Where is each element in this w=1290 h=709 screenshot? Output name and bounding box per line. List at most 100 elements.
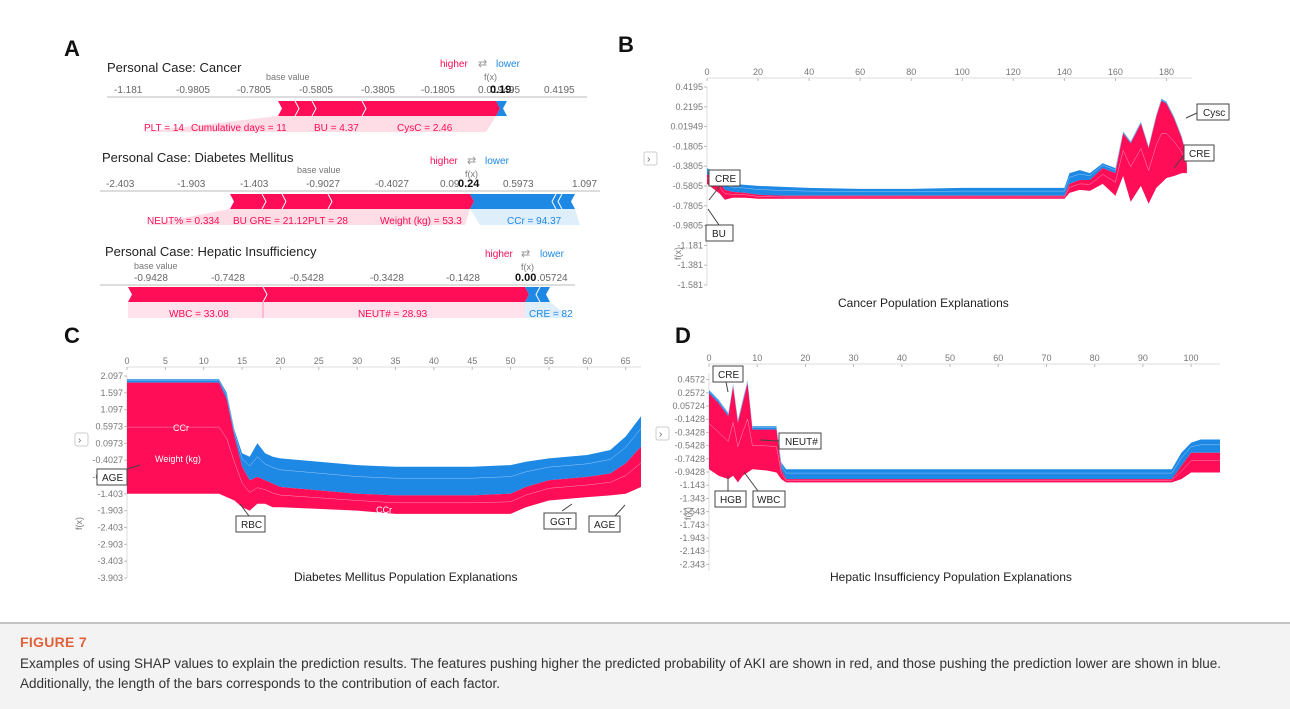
force-bar-higher	[278, 101, 500, 116]
fx-label: f(x)	[465, 169, 478, 179]
x-tick-label: 10	[752, 353, 762, 363]
feature-label-higher: Weight (kg) = 53.3	[380, 216, 462, 227]
fx-value: 0.19	[490, 84, 511, 96]
area-contour-line	[706, 99, 1188, 192]
panel-d-letter: D	[675, 323, 691, 348]
x-axis: 0 20 40 60 80 100 120 140 160 180	[704, 67, 1192, 81]
x-tick-label: 30	[849, 353, 859, 363]
x-tick-label: 80	[906, 67, 916, 77]
x-tick-label: 40	[804, 67, 814, 77]
x-tick-label: 20	[275, 356, 285, 366]
y-tick-label: 0.4572	[677, 375, 705, 385]
y-tick-label: -0.1428	[674, 414, 705, 424]
force-bar-divider	[262, 286, 268, 303]
x-tick-label: 120	[1006, 67, 1021, 77]
area-lower	[709, 380, 1220, 480]
panel-b-letter: B	[618, 32, 634, 57]
annotation-callout: RBC	[235, 503, 266, 533]
expand-toggle-button[interactable]	[74, 432, 89, 447]
axis-tick: -0.9805	[176, 85, 210, 96]
force-fan	[470, 209, 580, 225]
force-plot-diabetes: Personal Case: Diabetes Mellitus higher …	[100, 150, 600, 227]
y-tick-label: -1.181	[677, 240, 703, 250]
y-tick-label: 0.01949	[670, 122, 703, 132]
y-tick-label: 0.5973	[95, 421, 123, 431]
x-tick-label: 40	[897, 353, 907, 363]
annotation-callout: Cysc	[1185, 103, 1230, 121]
axis-tick: -2.403	[106, 179, 135, 190]
area-series	[127, 379, 642, 514]
axis-tick: 0.5973	[503, 179, 534, 190]
annotation-callout: WBC	[743, 471, 786, 508]
y-tick-label: -0.5428	[674, 441, 705, 451]
x-axis: 0 10 20 30 40 50 60 70 80 90 100	[706, 353, 1220, 367]
axis-tick: -0.3805	[361, 85, 395, 96]
y-tick-label: -0.4027	[92, 455, 123, 465]
area-label: Weight (kg)	[155, 454, 201, 464]
force-bar-divider	[294, 100, 300, 117]
y-tick-label: 0.2572	[677, 388, 705, 398]
figure-canvas: A Personal Case: Cancer higher ⇄ lower b…	[64, 32, 1230, 584]
axis-tick: -0.7428	[211, 273, 245, 284]
x-tick-label: 80	[1090, 353, 1100, 363]
chart-title: Diabetes Mellitus Population Explanation…	[294, 570, 517, 584]
chart-title: Cancer Population Explanations	[838, 296, 1009, 310]
x-tick-label: 0	[704, 67, 709, 77]
force-bar-lower	[470, 194, 575, 209]
legend-higher-label: higher	[485, 249, 513, 260]
figure-caption: Examples of using SHAP values to explain…	[20, 656, 1221, 691]
x-tick-label: 100	[1184, 353, 1199, 363]
fx-label: f(x)	[484, 72, 497, 82]
annotation-callout: NEUT#	[759, 432, 822, 450]
y-axis-label: f(x)	[683, 507, 693, 520]
expand-toggle-button[interactable]	[643, 151, 658, 166]
y-tick-label: -0.5805	[672, 181, 703, 191]
x-tick-label: 0	[124, 356, 129, 366]
x-tick-label: 15	[237, 356, 247, 366]
panel-b: B › f(x) 0 20 40 60 80 100 120 140 160 180 0.4195…	[618, 32, 1230, 310]
force-bar-higher	[128, 287, 529, 302]
feature-label-higher: PLT = 28	[308, 216, 348, 227]
annotation-callout: HGB	[714, 476, 747, 508]
axis-tick: -1.181	[114, 85, 143, 96]
y-tick-label: -3.903	[97, 573, 123, 583]
force-fan	[146, 209, 470, 225]
y-tick-label: 1.597	[100, 388, 123, 398]
y-tick-label: -1.743	[679, 520, 705, 530]
population-chart-cancer: › f(x) 0 20 40 60 80 100 120 140 160 180 0.41950.…	[643, 67, 1230, 310]
force-bar-divider	[261, 193, 267, 210]
axis-tick: -1.903	[177, 179, 206, 190]
x-tick-label: 45	[467, 356, 477, 366]
area-contour-line	[706, 133, 1188, 198]
y-axis: 0.4572 0.2572 0.05724 -0.1428 -0.3428 -0.5428…	[672, 373, 710, 571]
force-bar-lower	[496, 101, 507, 116]
force-bar-divider	[311, 100, 317, 117]
feature-label-higher: Cumulative days = 11	[191, 123, 287, 134]
y-tick-label: -1.343	[679, 493, 705, 503]
x-tick-label: 10	[199, 356, 209, 366]
axis-tick: 95	[509, 85, 521, 96]
x-tick-label: 180	[1159, 67, 1174, 77]
annotation-callout: CRE	[712, 365, 744, 393]
x-tick-label: 20	[753, 67, 763, 77]
y-tick-label: -0.3428	[674, 427, 705, 437]
force-fan	[140, 116, 496, 132]
feature-label-higher: WBC = 33.08	[169, 309, 229, 320]
legend-higher-label: higher	[430, 156, 458, 167]
y-tick-label: -1.381	[677, 260, 703, 270]
figure-label: FIGURE 7	[20, 634, 87, 650]
figure-caption-box: FIGURE 7 Examples of using SHAP values t…	[0, 622, 1290, 709]
force-plot-title: Personal Case: Cancer	[107, 60, 242, 75]
annotation-label: CRE	[718, 370, 739, 381]
x-tick-label: 0	[706, 353, 711, 363]
feature-label-higher: CysC = 2.46	[397, 123, 453, 134]
force-plot-cancer: Personal Case: Cancer higher ⇄ lower bas…	[107, 58, 587, 134]
expand-toggle-button[interactable]	[655, 426, 670, 441]
annotation-label: CRE	[715, 174, 736, 185]
area-lower	[127, 379, 641, 496]
force-bar-divider	[281, 193, 287, 210]
x-tick-label: 160	[1108, 67, 1123, 77]
y-tick-label: -0.9805	[672, 221, 703, 231]
x-tick-label: 60	[993, 353, 1003, 363]
legend-higher-label: higher	[440, 59, 468, 70]
